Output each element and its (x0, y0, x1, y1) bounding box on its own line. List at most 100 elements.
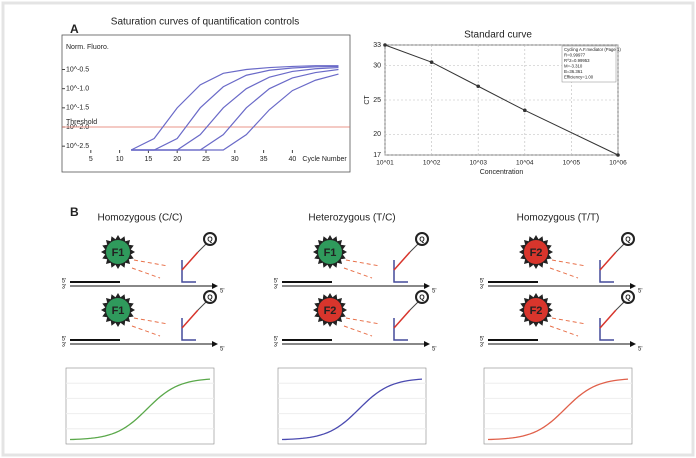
arrow (212, 341, 218, 347)
y-tick-label: 10^-0.5 (66, 66, 89, 73)
legend-text: R^2=0.99953 (564, 58, 590, 63)
fluorophore-label: F2 (530, 305, 543, 317)
signal (549, 267, 579, 279)
probe-tail (599, 251, 617, 271)
signal (133, 259, 169, 267)
probe-tail (393, 309, 411, 329)
signal (133, 317, 169, 325)
end-label: 5' (62, 337, 66, 343)
quencher-label: Q (419, 294, 425, 301)
quencher-label: Q (207, 294, 213, 301)
mini-curve (69, 378, 211, 441)
probe (599, 260, 614, 283)
end-label: 5' (274, 279, 278, 285)
end-label: 5' (480, 279, 484, 285)
point (383, 43, 387, 47)
arrow (212, 283, 218, 289)
probe-tail (599, 309, 617, 329)
signal (343, 267, 373, 279)
column-title: Homozygous (C/C) (97, 213, 182, 224)
end-label: 5' (62, 279, 66, 285)
legend-text: M=-3.310 (564, 64, 583, 69)
end-label: 5' (274, 337, 278, 343)
probe-tail (409, 301, 419, 311)
arrow (424, 283, 430, 289)
end-label: 5' (638, 347, 642, 353)
end-label: 3' (62, 285, 66, 291)
y-tick-label: 17 (373, 152, 381, 159)
point (616, 153, 620, 157)
y-tick-label: 30 (373, 62, 381, 69)
signal (131, 267, 161, 279)
signal (131, 325, 161, 337)
fluorophore-core (524, 240, 548, 264)
end-label: 5' (220, 289, 224, 295)
legend-text: B=36.361 (564, 69, 583, 74)
quencher-label: Q (625, 294, 631, 301)
mini-curve (281, 378, 423, 441)
x-axis-label: Concentration (480, 169, 524, 176)
end-label: 5' (220, 347, 224, 353)
end-label: 3' (62, 343, 66, 349)
legend-text: R=0.99977 (564, 53, 586, 58)
curve (130, 65, 339, 151)
fluorophore-core (318, 240, 342, 264)
curve (131, 73, 339, 151)
end-label: 3' (274, 285, 278, 291)
y-axis-label: Norm. Fluoro. (66, 44, 109, 51)
legend-text: Cycling A.F.mediator (Page 1) (564, 47, 621, 52)
y-axis-label: CT (364, 95, 371, 105)
probe-tail (197, 301, 207, 311)
x-tick-label: 10^05 (563, 160, 581, 167)
point (429, 60, 434, 64)
panel-label: A (70, 22, 79, 36)
point (476, 84, 481, 89)
x-tick-label: 10^03 (469, 160, 487, 167)
probe (599, 318, 614, 341)
probe (181, 318, 196, 341)
chart-title: Standard curve (464, 30, 532, 41)
signal (551, 317, 587, 325)
y-tick-label: 10^-2.5 (66, 143, 89, 150)
x-tick-label: 35 (260, 156, 268, 163)
quencher (621, 290, 635, 304)
probe-tail (409, 243, 419, 253)
y-tick-label: 25 (373, 97, 381, 104)
quencher-label: Q (625, 236, 631, 243)
mini-plot (277, 367, 427, 445)
end-label: 5' (638, 289, 642, 295)
x-tick-label: 15 (145, 156, 153, 163)
threshold-label: Threshold (66, 119, 97, 126)
curve (131, 65, 339, 151)
end-label: 5' (432, 347, 436, 353)
y-tick-label: 10^-1.0 (66, 86, 89, 93)
fluorophore-label: F1 (112, 305, 125, 317)
fluorophore-label: F2 (530, 247, 543, 259)
x-tick-label: 5 (89, 156, 93, 163)
probe-tail (197, 243, 207, 253)
plot-area (61, 34, 351, 173)
point (523, 108, 527, 113)
panel-label: B (70, 205, 79, 219)
arrow (630, 283, 636, 289)
signal (551, 259, 587, 267)
quencher (415, 232, 429, 246)
legend-box (561, 45, 617, 83)
quencher (621, 232, 635, 246)
signal (549, 325, 579, 337)
fluorophore-core (524, 298, 548, 322)
legend-text: Efficiency=1.00 (564, 75, 594, 80)
fluorophore-label: F2 (324, 305, 337, 317)
fluorophore-label: F1 (324, 247, 337, 259)
arrow (424, 341, 430, 347)
mini-plot (65, 367, 215, 445)
probe (181, 260, 196, 283)
y-tick-label: 20 (373, 131, 381, 138)
signal (343, 325, 373, 337)
x-tick-label: 30 (231, 156, 239, 163)
signal (345, 317, 381, 325)
fluorophore-core (106, 298, 130, 322)
x-tick-label: 10^01 (376, 160, 394, 167)
chart-title: Saturation curves of quantification cont… (111, 17, 299, 28)
